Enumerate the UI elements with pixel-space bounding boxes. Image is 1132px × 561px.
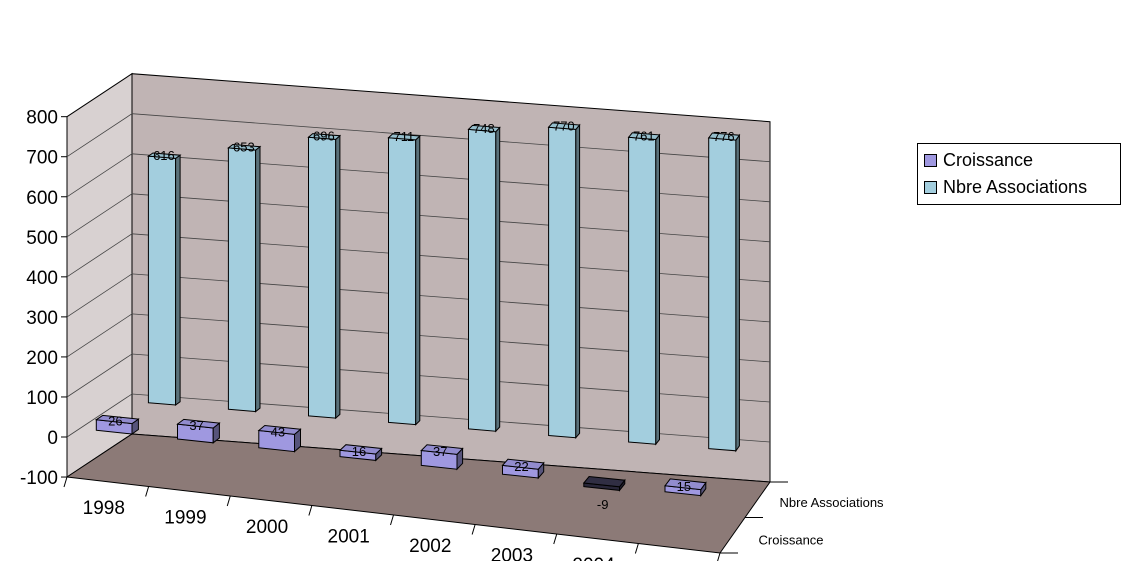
x-tick-label: 2001	[328, 526, 370, 547]
series-nbre-associations	[146, 122, 741, 453]
bar-nbre-associations-2004	[627, 132, 661, 446]
y-tick-label: 700	[26, 148, 58, 169]
legend-swatch-croissance	[924, 153, 937, 167]
y-tick-label: 200	[26, 348, 58, 369]
legend-item-croissance: Croissance	[924, 148, 1033, 172]
x-tick-mark	[63, 476, 68, 488]
data-label-croissance: 15	[677, 479, 691, 494]
x-tick-label: 1998	[83, 498, 125, 519]
x-tick-mark	[145, 486, 150, 497]
x-tick-mark	[553, 533, 558, 545]
depth-label-nbre-associations: Nbre Associations	[780, 495, 885, 510]
bar-croissance-2001	[338, 444, 383, 462]
bar-croissance-2004	[582, 475, 626, 492]
bar-nbre-associations-2001	[387, 133, 421, 426]
legend-label-croissance: Croissance	[943, 149, 1034, 170]
data-label-nbre-associations: 761	[633, 128, 655, 143]
x-tick-label: 2004	[572, 555, 615, 561]
bar-nbre-associations-2005	[707, 132, 741, 453]
data-label-croissance: -9	[597, 497, 609, 512]
x-tick-mark	[390, 514, 394, 526]
x-tick-mark	[471, 524, 476, 535]
data-labels: 616 653 696 711 748 770 761 776 26 37 43 16 37 22 -9 15	[108, 118, 734, 512]
bar-croissance-2003	[501, 458, 545, 480]
data-label-nbre-associations: 748	[473, 121, 495, 136]
data-label-croissance: 22	[514, 459, 528, 474]
x-tick-mark	[634, 543, 639, 554]
series-croissance	[94, 414, 707, 498]
data-label-nbre-associations: 770	[553, 118, 575, 133]
data-label-croissance: 26	[108, 414, 122, 429]
bar-croissance-1999	[176, 418, 221, 444]
bar-croissance-2002	[420, 444, 464, 471]
data-label-nbre-associations: 653	[233, 140, 255, 155]
y-tick-label: 300	[26, 308, 58, 329]
y-tick-label: -100	[20, 468, 58, 489]
bar-nbre-associations-2003	[547, 122, 581, 440]
y-tick-label: 800	[26, 108, 58, 129]
legend-swatch-nbre-associations	[924, 180, 937, 194]
data-label-croissance: 37	[433, 444, 447, 459]
legend: Croissance Nbre Associations	[917, 143, 1121, 205]
x-tick-label: 2003	[491, 545, 533, 561]
x-tick-mark	[308, 505, 313, 516]
bar-croissance-2005	[664, 478, 707, 498]
data-label-croissance: 16	[352, 444, 366, 459]
bar-croissance-2000	[257, 424, 302, 453]
bar-nbre-associations-2000	[307, 133, 342, 420]
y-tick-label: 100	[26, 388, 58, 409]
y-tick-label: 500	[26, 228, 58, 249]
x-tick-mark	[226, 495, 231, 507]
back-wall	[131, 73, 771, 483]
y-tick-label: 600	[26, 188, 58, 209]
x-tick-label: 1999	[164, 507, 206, 528]
data-label-nbre-associations: 616	[153, 148, 175, 163]
depth-label-croissance: Croissance	[759, 532, 824, 547]
y-tick-label: 400	[26, 268, 58, 289]
legend-item-nbre-associations: Nbre Associations	[924, 175, 1087, 199]
x-tick-label: 2000	[246, 517, 288, 538]
bar-croissance-1998	[94, 414, 140, 435]
y-tick-label: 0	[47, 428, 58, 449]
legend-label-nbre-associations: Nbre Associations	[943, 176, 1088, 197]
data-label-croissance: 37	[189, 418, 203, 433]
bar-nbre-associations-2002	[467, 124, 501, 433]
bar-nbre-associations-1999	[227, 143, 262, 413]
x-tick-mark	[717, 552, 721, 561]
data-label-nbre-associations: 696	[313, 129, 335, 144]
data-label-croissance: 43	[271, 424, 285, 439]
data-label-nbre-associations: 776	[713, 129, 735, 144]
bar-nbre-associations-1998	[146, 152, 182, 406]
data-label-nbre-associations: 711	[394, 129, 415, 144]
axes: -100 0 100 200 300 400 500 600 700 800 1998 1999 200…	[20, 108, 884, 561]
x-tick-label: 2002	[409, 536, 451, 557]
